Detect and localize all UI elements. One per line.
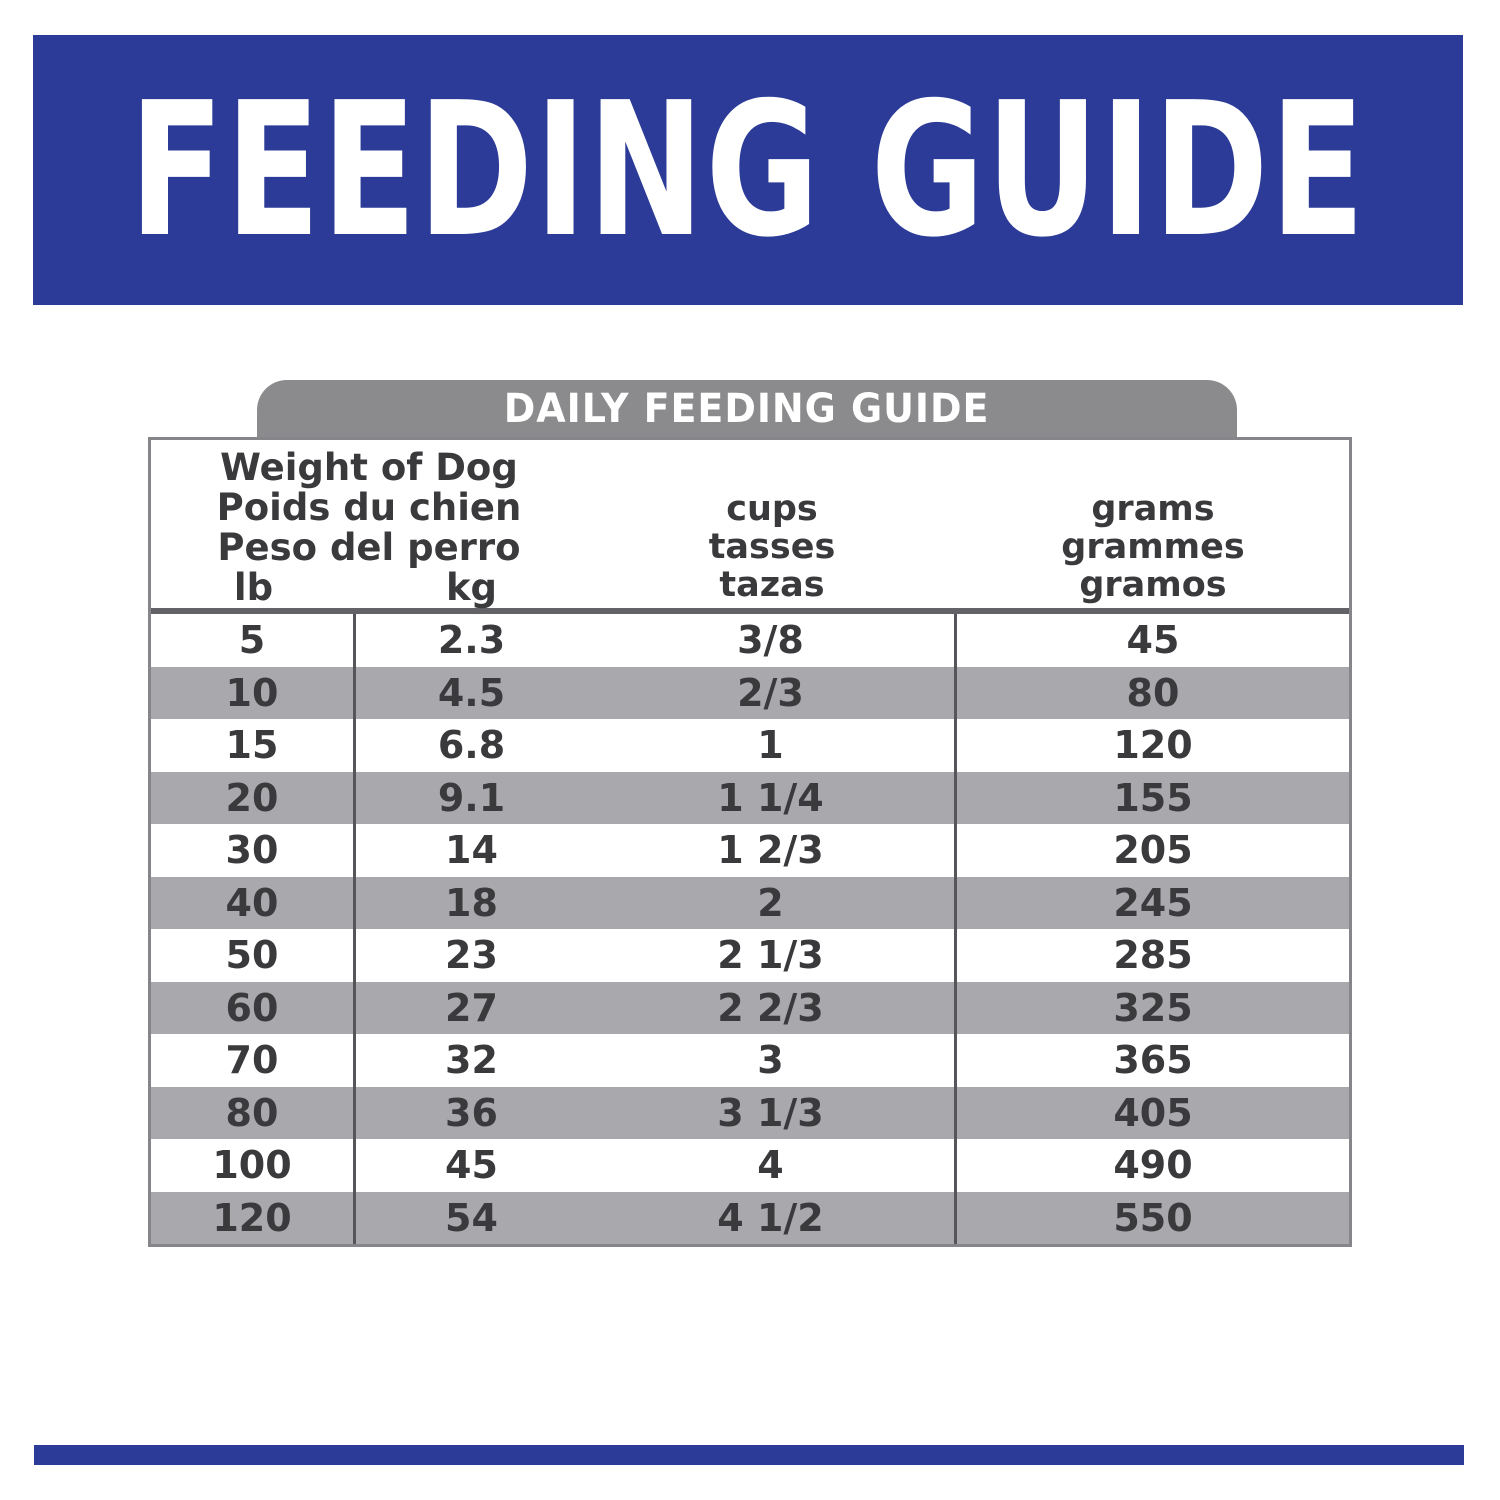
- cell-lb: 50: [151, 929, 356, 982]
- weight-units-row: lb kg: [151, 568, 587, 608]
- cell-cups: 2 2/3: [587, 981, 957, 1034]
- table-row: 30 14 1 2/3 205: [151, 824, 1349, 877]
- cell-grams: 205: [1113, 828, 1193, 873]
- table-row: 5 2.3 3/8 45: [151, 614, 1349, 667]
- table-header: Weight of Dog Poids du chien Peso del pe…: [151, 440, 1349, 614]
- table-row: 40 18 2 245: [151, 876, 1349, 929]
- bottom-accent-bar: [34, 1445, 1464, 1465]
- table-row: 120 54 4 1/2 550: [151, 1191, 1349, 1244]
- cell-grams: 245: [1113, 880, 1193, 925]
- cell-grams: 490: [1113, 1143, 1193, 1188]
- cell-lb: 15: [151, 719, 356, 772]
- grams-label-fr: grammes: [1061, 527, 1245, 567]
- cell-grams: 365: [1113, 1038, 1193, 1083]
- table-row: 50 23 2 1/3 285: [151, 929, 1349, 982]
- table-row: 100 45 4 490: [151, 1139, 1349, 1192]
- table-row: 80 36 3 1/3 405: [151, 1086, 1349, 1139]
- grams-label-en: grams: [1091, 489, 1215, 529]
- cell-kg: 54: [445, 1195, 498, 1240]
- cell-kg: 32: [445, 1038, 498, 1083]
- table-title: DAILY FEEDING GUIDE: [504, 386, 990, 432]
- cell-grams: 405: [1113, 1090, 1193, 1135]
- feeding-guide-banner: FEEDING GUIDE: [33, 35, 1463, 305]
- cell-cups: 2: [587, 876, 957, 929]
- table-row: 20 9.1 1 1/4 155: [151, 771, 1349, 824]
- cell-grams: 550: [1113, 1195, 1193, 1240]
- table-row: 70 32 3 365: [151, 1034, 1349, 1087]
- page-title: FEEDING GUIDE: [129, 61, 1367, 278]
- cups-label-en: cups: [726, 489, 818, 529]
- cell-cups: 4 1/2: [587, 1191, 957, 1244]
- cell-cups: 2 1/3: [587, 929, 957, 982]
- daily-feeding-table: Weight of Dog Poids du chien Peso del pe…: [148, 437, 1352, 1247]
- weight-label-fr: Poids du chien: [216, 486, 522, 529]
- cell-cups: 1 2/3: [587, 824, 957, 877]
- table-row: 10 4.5 2/3 80: [151, 666, 1349, 719]
- cell-lb: 100: [151, 1139, 356, 1192]
- cell-cups: 1 1/4: [587, 771, 957, 824]
- cell-cups: 1: [587, 719, 957, 772]
- cell-lb: 70: [151, 1034, 356, 1087]
- grams-label-es: gramos: [1079, 565, 1227, 605]
- cell-kg: 23: [445, 933, 498, 978]
- table-title-pill: DAILY FEEDING GUIDE: [257, 380, 1237, 438]
- cell-grams: 45: [1126, 618, 1180, 663]
- table-row: 15 6.8 1 120: [151, 719, 1349, 772]
- cell-kg: 45: [445, 1143, 498, 1188]
- cell-grams: 80: [1126, 670, 1180, 715]
- cell-lb: 20: [151, 771, 356, 824]
- grams-header: grams grammes gramos: [957, 440, 1349, 608]
- cell-grams: 285: [1113, 933, 1193, 978]
- cell-lb: 40: [151, 876, 356, 929]
- cell-kg: 18: [445, 880, 498, 925]
- cell-lb: 120: [151, 1191, 356, 1244]
- cell-cups: 3/8: [587, 614, 957, 667]
- weight-label-en: Weight of Dog: [220, 446, 518, 489]
- unit-kg-label: kg: [445, 566, 498, 609]
- cell-kg: 2.3: [437, 618, 506, 663]
- unit-lb-label: lb: [233, 566, 274, 609]
- cell-kg: 27: [445, 985, 498, 1030]
- cell-cups: 2/3: [587, 666, 957, 719]
- table-row: 60 27 2 2/3 325: [151, 981, 1349, 1034]
- weight-label-es: Peso del perro: [217, 526, 521, 569]
- cell-kg: 9.1: [437, 775, 506, 820]
- cell-grams: 155: [1113, 775, 1193, 820]
- cell-kg: 36: [445, 1090, 498, 1135]
- cell-lb: 30: [151, 824, 356, 877]
- cups-label-fr: tasses: [708, 527, 836, 567]
- cell-kg: 4.5: [437, 670, 506, 715]
- cell-cups: 3: [587, 1034, 957, 1087]
- table-body: 5 2.3 3/8 45 10 4.5 2/3 80 15 6.8 1 120 20 9.1 1 1/4 15…: [151, 614, 1349, 1244]
- cell-cups: 4: [587, 1139, 957, 1192]
- cell-grams: 120: [1113, 723, 1193, 768]
- cell-lb: 10: [151, 666, 356, 719]
- weight-header: Weight of Dog Poids du chien Peso del pe…: [151, 440, 587, 608]
- cups-header: cups tasses tazas: [587, 440, 957, 608]
- cups-label-es: tazas: [719, 565, 825, 605]
- cell-lb: 5: [151, 614, 356, 667]
- cell-lb: 60: [151, 981, 356, 1034]
- cell-kg: 14: [445, 828, 498, 873]
- cell-cups: 3 1/3: [587, 1086, 957, 1139]
- cell-lb: 80: [151, 1086, 356, 1139]
- cell-grams: 325: [1113, 985, 1193, 1030]
- cell-kg: 6.8: [437, 723, 506, 768]
